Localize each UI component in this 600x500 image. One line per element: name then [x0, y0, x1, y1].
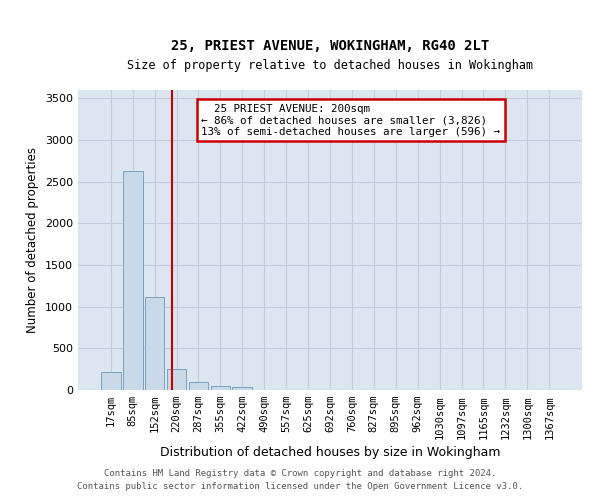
Bar	[167, 369, 187, 390]
Bar	[211, 386, 230, 390]
Bar	[101, 372, 121, 390]
Text: Size of property relative to detached houses in Wokingham: Size of property relative to detached ho…	[127, 60, 533, 72]
Bar	[232, 387, 252, 390]
Bar	[188, 382, 208, 390]
X-axis label: Distribution of detached houses by size in Wokingham: Distribution of detached houses by size …	[160, 446, 500, 458]
Text: 25, PRIEST AVENUE, WOKINGHAM, RG40 2LT: 25, PRIEST AVENUE, WOKINGHAM, RG40 2LT	[171, 38, 489, 52]
Text: 25 PRIEST AVENUE: 200sqm
← 86% of detached houses are smaller (3,826)
13% of sem: 25 PRIEST AVENUE: 200sqm ← 86% of detach…	[202, 104, 500, 136]
Text: Contains HM Land Registry data © Crown copyright and database right 2024.: Contains HM Land Registry data © Crown c…	[104, 468, 496, 477]
Text: Contains public sector information licensed under the Open Government Licence v3: Contains public sector information licen…	[77, 482, 523, 491]
Y-axis label: Number of detached properties: Number of detached properties	[26, 147, 40, 333]
Bar	[145, 296, 164, 390]
Bar	[123, 171, 143, 390]
